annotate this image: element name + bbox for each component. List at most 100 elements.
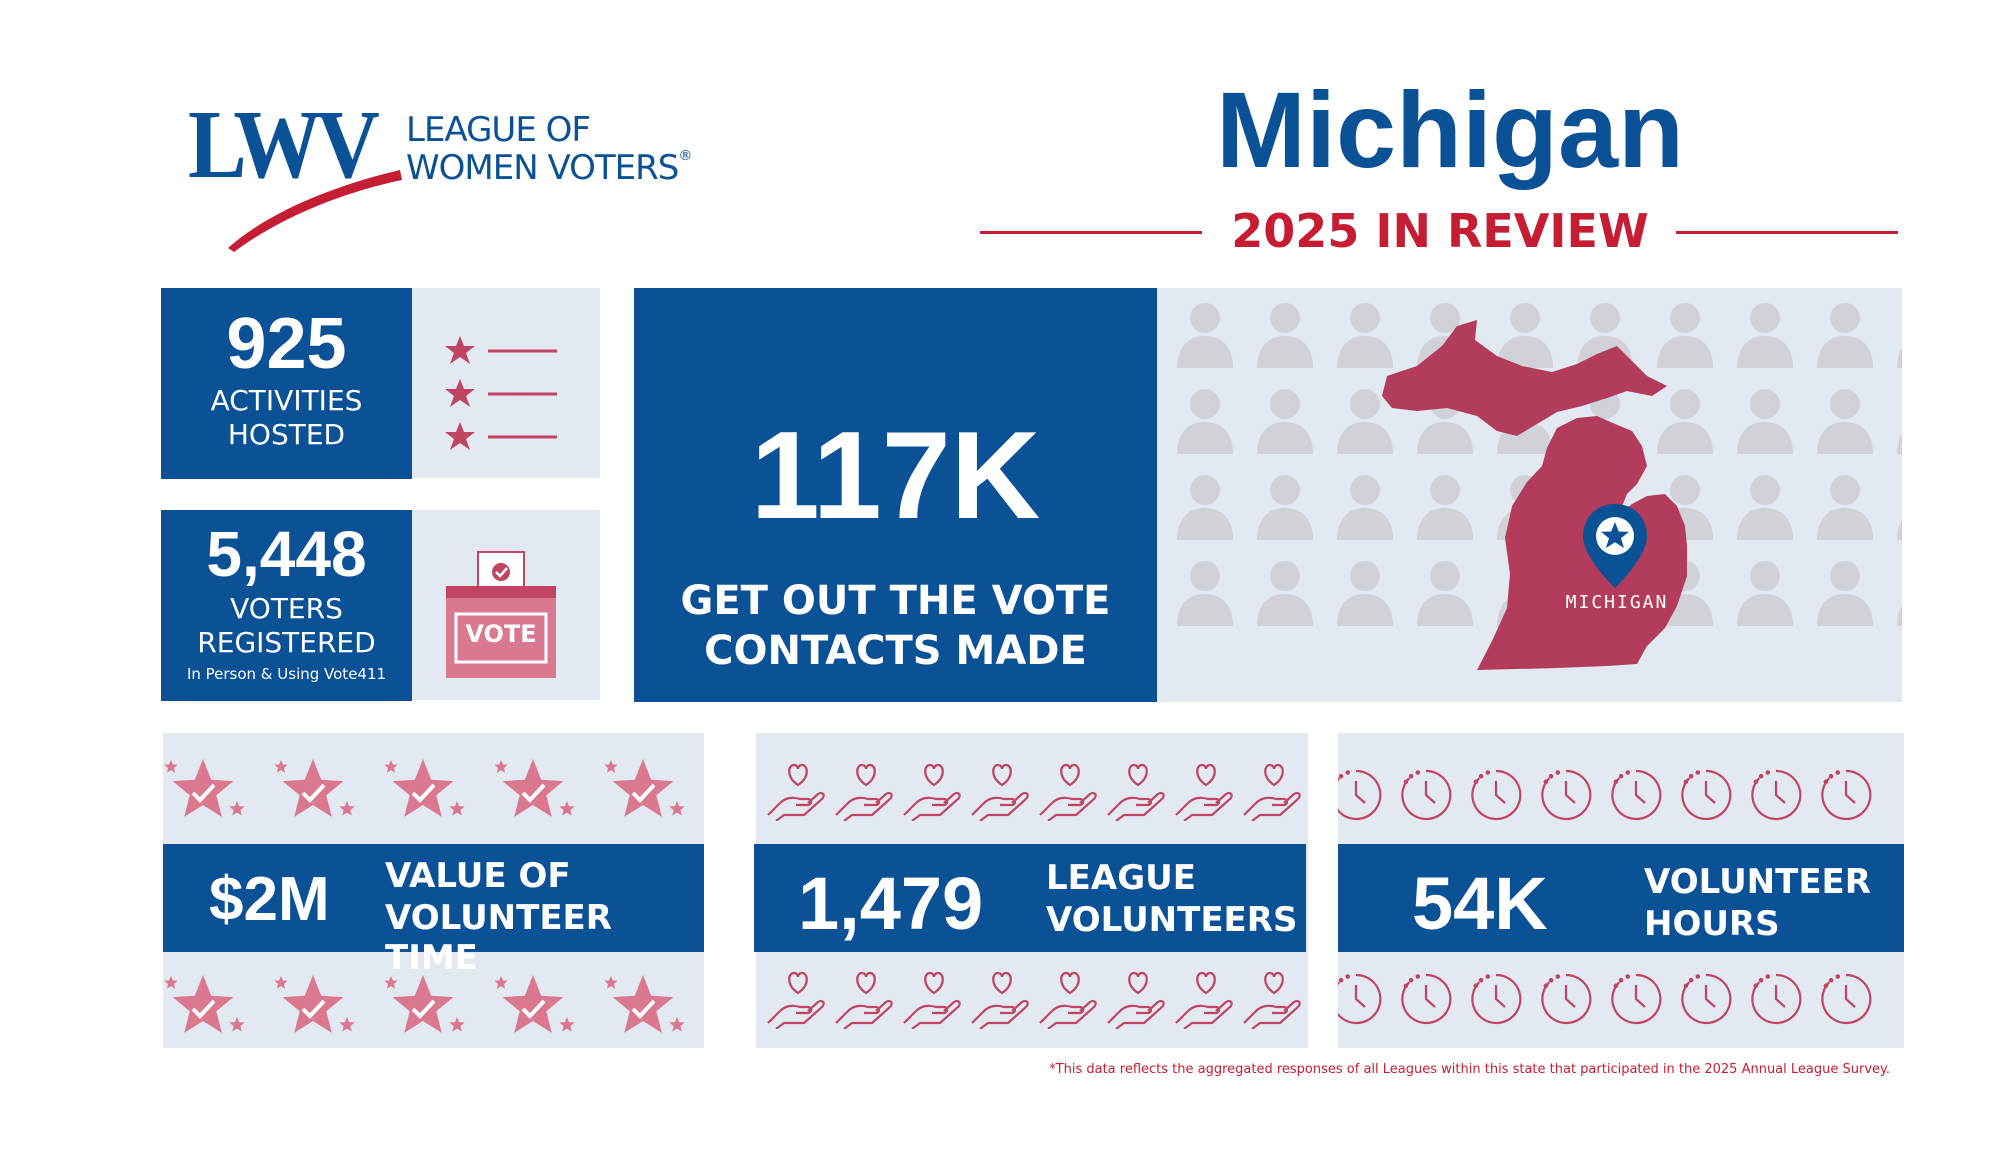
value-time-value: $2M — [209, 865, 330, 934]
voters-label-1: VOTERS — [230, 592, 343, 625]
star-check-row-bottom — [164, 975, 685, 1033]
person-icon — [1337, 389, 1393, 454]
logo-swoosh — [228, 170, 402, 252]
value-time-label-2: VOLUNTEER TIME — [385, 898, 612, 979]
heart-hand-icon — [1243, 763, 1301, 821]
volunteer-hours-value: 54K — [1412, 862, 1548, 945]
person-icon — [1257, 561, 1313, 626]
volunteer-hours-label-1: VOLUNTEER — [1644, 862, 1871, 902]
person-icon — [1817, 389, 1873, 454]
logo-text-line2-main: WOMEN VOTERS — [406, 148, 679, 188]
league-volunteers-label-1: LEAGUE — [1046, 858, 1196, 898]
star-check-icon — [384, 759, 465, 817]
gotv-card: 117K GET OUT THE VOTE CONTACTS MADE — [634, 288, 1157, 702]
state-title: Michigan — [1215, 69, 1685, 190]
star-check-icon — [274, 975, 355, 1033]
person-icon — [1737, 303, 1793, 368]
person-icon — [1737, 389, 1793, 454]
voters-card: 5,448 VOTERS REGISTERED In Person & Usin… — [161, 510, 412, 701]
star-check-icon — [384, 975, 465, 1033]
location-pin-icon — [1583, 504, 1647, 588]
heart-hand-icon — [767, 971, 825, 1029]
voters-label-2: REGISTERED — [197, 626, 376, 659]
person-icon — [1337, 561, 1393, 626]
heart-hand-icon — [971, 763, 1029, 821]
volunteer-hours-band: 54K VOLUNTEER HOURS — [1338, 844, 1904, 952]
value-time-band: $2M VALUE OF VOLUNTEER TIME — [163, 844, 704, 978]
ballot-box-graphic — [446, 551, 556, 678]
clock-icon — [1541, 769, 1592, 821]
gotv-label-2: CONTACTS MADE — [704, 628, 1087, 674]
logo-mark: LWV — [188, 91, 380, 199]
subtitle: 2025 IN REVIEW — [1231, 204, 1649, 258]
heart-hand-icon — [1243, 971, 1301, 1029]
person-icon — [1337, 475, 1393, 540]
heart-hand-row-top — [767, 763, 1301, 821]
clock-row-bottom — [1338, 973, 1872, 1025]
clock-icon — [1471, 769, 1522, 821]
star-check-row-top — [164, 759, 685, 817]
heart-hand-icon — [1107, 971, 1165, 1029]
star-check-icon — [494, 759, 575, 817]
star-list-icon — [445, 336, 557, 450]
heart-hand-icon — [903, 971, 961, 1029]
person-icon — [1177, 389, 1233, 454]
clock-icon — [1821, 769, 1872, 821]
star-check-icon — [164, 975, 245, 1033]
activities-label-2: HOSTED — [227, 418, 346, 451]
activities-card: 925 ACTIVITIES HOSTED — [161, 288, 412, 479]
map-state-label: MICHIGAN — [1565, 592, 1669, 613]
voters-value: 5,448 — [206, 518, 367, 590]
clock-icon — [1541, 973, 1592, 1025]
gotv-label-1: GET OUT THE VOTE — [680, 578, 1111, 624]
logo-text-line2: WOMEN VOTERS® — [406, 148, 692, 188]
person-icon — [1177, 475, 1233, 540]
heart-hand-icon — [1107, 763, 1165, 821]
person-icon — [1817, 475, 1873, 540]
clock-icon — [1401, 973, 1452, 1025]
clock-icon — [1751, 973, 1802, 1025]
clock-icon — [1338, 973, 1382, 1025]
value-time-label-1: VALUE OF — [385, 856, 571, 896]
star-check-icon — [604, 759, 685, 817]
person-icon — [1417, 561, 1473, 626]
clock-icon — [1611, 769, 1662, 821]
clock-icon — [1681, 769, 1732, 821]
person-icon — [1897, 605, 1902, 626]
person-icon — [1497, 303, 1553, 368]
subtitle-rule-left — [980, 231, 1202, 234]
clock-icon — [1338, 769, 1382, 821]
ballot-box-icon: VOTE — [446, 550, 556, 678]
gotv-value: 117K — [750, 407, 1041, 545]
michigan-map — [1382, 320, 1687, 670]
person-icon — [1177, 561, 1233, 626]
subtitle-rule-right — [1676, 231, 1898, 234]
clock-icon — [1821, 973, 1872, 1025]
star-check-icon — [274, 759, 355, 817]
heart-hand-icon — [903, 763, 961, 821]
clock-row-top — [1338, 769, 1872, 821]
star-check-icon — [164, 759, 245, 817]
logo-text-line1: LEAGUE OF — [406, 110, 591, 150]
ballot-box-text: VOTE — [465, 620, 537, 648]
heart-hand-icon — [835, 971, 893, 1029]
logo-registered: ® — [678, 148, 692, 164]
star-check-icon — [604, 975, 685, 1033]
heart-hand-icon — [1039, 763, 1097, 821]
person-icon — [1897, 519, 1902, 540]
person-icon — [1417, 475, 1473, 540]
clock-icon — [1751, 769, 1802, 821]
person-icon — [1817, 561, 1873, 626]
person-icon — [1257, 389, 1313, 454]
league-volunteers-value: 1,479 — [798, 862, 984, 945]
activities-label-1: ACTIVITIES — [210, 384, 363, 417]
heart-hand-icon — [1175, 971, 1233, 1029]
person-icon — [1737, 475, 1793, 540]
heart-hand-row-bottom — [767, 971, 1301, 1029]
league-volunteers-label-2: VOLUNTEERS — [1046, 900, 1298, 940]
star-check-icon — [494, 975, 575, 1033]
person-icon — [1897, 347, 1902, 368]
heart-hand-icon — [767, 763, 825, 821]
voters-note: In Person & Using Vote411 — [186, 665, 387, 683]
clock-icon — [1471, 973, 1522, 1025]
